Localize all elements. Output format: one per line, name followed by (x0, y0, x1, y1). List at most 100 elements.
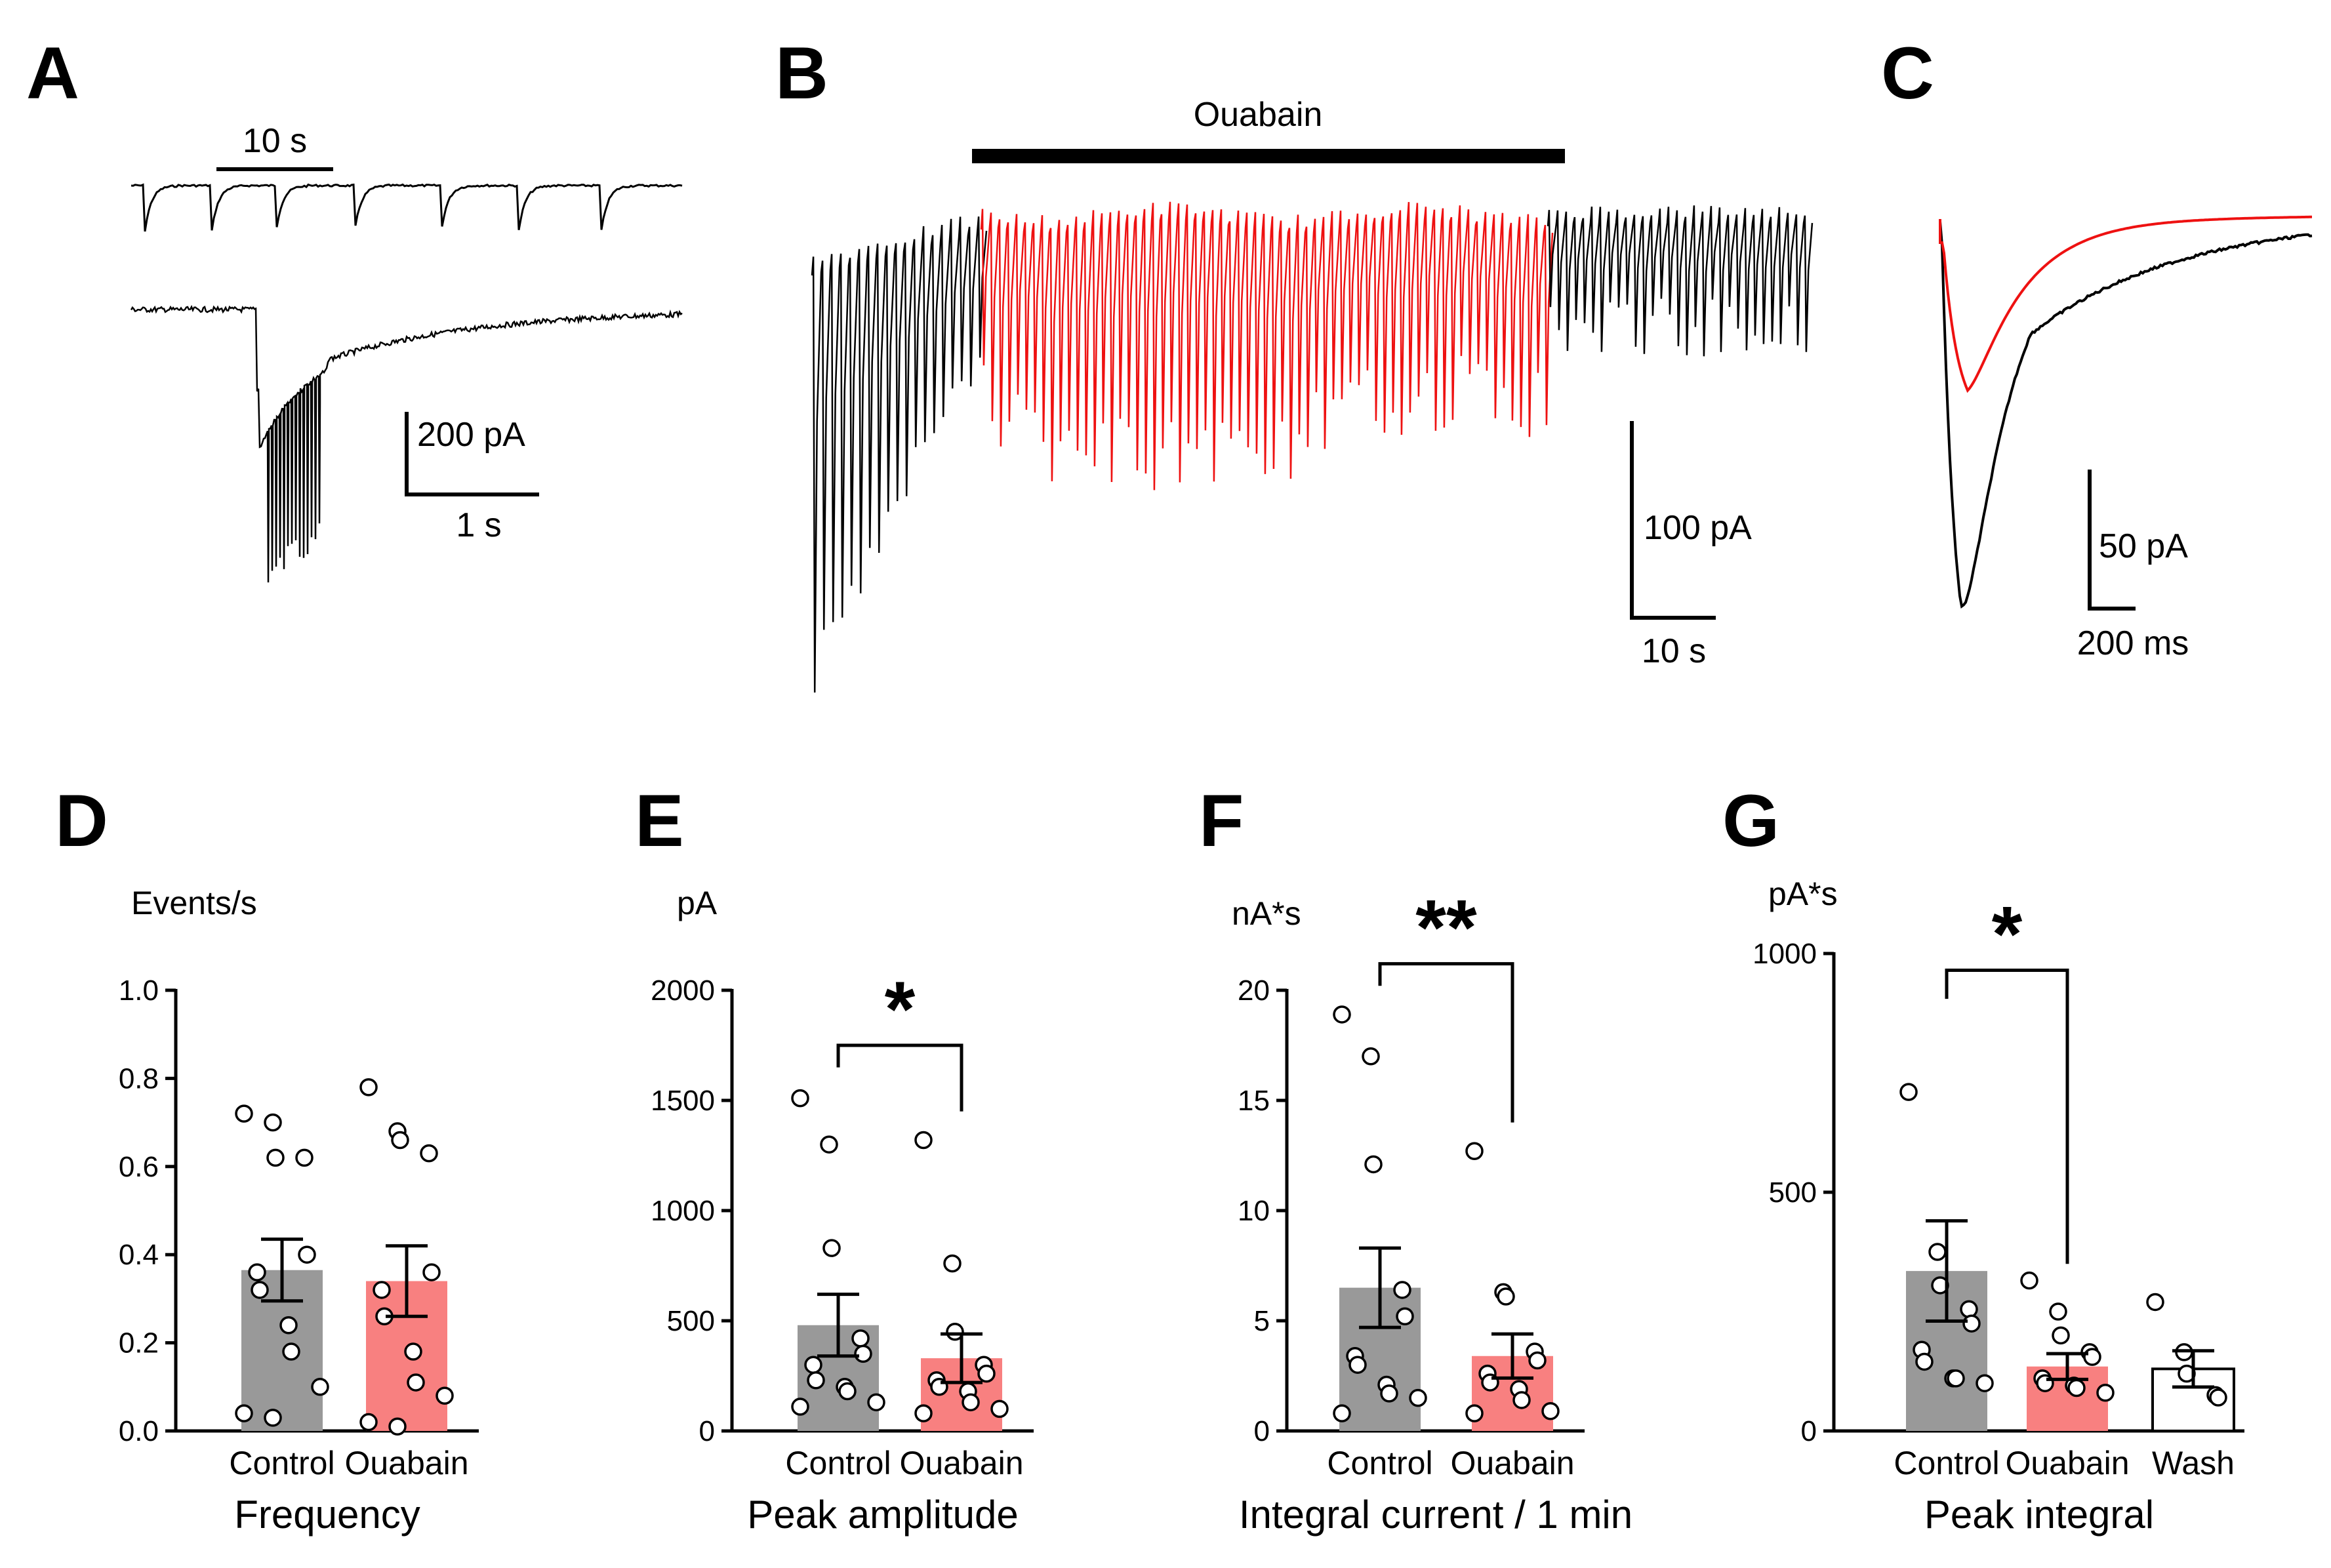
data-point (2049, 1302, 2067, 1321)
data-point (251, 1281, 269, 1299)
y-tick-label: 2000 (651, 975, 715, 1007)
significance-bracket (1378, 962, 1514, 1123)
significance-marker: ** (1415, 884, 1477, 972)
data-point (298, 1245, 316, 1264)
panel-label-c: C (1881, 32, 1934, 114)
chart-peak-amplitude: 0 500 1000 1500 2000 pA Control Ouabain Peak amp… (651, 885, 1034, 1537)
data-point (295, 1148, 314, 1167)
data-point (422, 1263, 441, 1281)
data-point (1465, 1142, 1484, 1161)
y-tick-label: 20 (1238, 975, 1270, 1007)
panel-label-e: E (635, 780, 684, 862)
chart-integral-current: 0 5 10 15 20 nA*s Control Ouabain Integral curre… (1232, 884, 1632, 1537)
data-point (420, 1144, 438, 1163)
significance-marker: * (1992, 890, 2023, 978)
y-tick-label: 0.0 (119, 1415, 159, 1447)
data-point (266, 1148, 285, 1167)
category-label-control: Control (1894, 1445, 1999, 1481)
data-point (977, 1364, 996, 1383)
data-point (2146, 1293, 2164, 1312)
panel-label-g: G (1722, 780, 1779, 862)
y-tick-label: 15 (1238, 1085, 1270, 1117)
data-point (2020, 1271, 2038, 1290)
data-point (1362, 1047, 1380, 1066)
data-point (946, 1323, 964, 1341)
panel-label-a: A (26, 32, 79, 114)
data-point (248, 1263, 266, 1281)
scalebar-c-amp-label: 50 pA (2099, 527, 2188, 565)
y-tick-label: 0.6 (119, 1151, 159, 1183)
data-point (279, 1316, 298, 1335)
data-point (914, 1404, 933, 1422)
y-tick-label: 0 (1801, 1415, 1817, 1447)
data-point (1393, 1281, 1411, 1299)
data-point (990, 1399, 1009, 1418)
category-label-ouabain: Ouabain (1450, 1445, 1574, 1481)
y-axis-label: nA*s (1232, 895, 1301, 932)
data-point (962, 1393, 980, 1412)
data-point (404, 1342, 422, 1361)
y-axis-label: pA*s (1768, 875, 1838, 912)
trace-a-expanded (130, 305, 683, 583)
panel-label-b: B (775, 32, 828, 114)
category-label-ouabain: Ouabain (899, 1445, 1023, 1481)
data-point (1364, 1155, 1383, 1174)
chart-frequency: 0.0 0.2 0.4 0.6 0.8 1.0 Events/s Control Ouabain… (119, 885, 479, 1537)
data-point (391, 1131, 409, 1150)
data-point (311, 1378, 329, 1396)
data-point (1541, 1402, 1560, 1420)
significance-bracket (836, 1043, 963, 1112)
data-point (2052, 1326, 2070, 1345)
data-point (851, 1329, 870, 1348)
y-tick-label: 500 (667, 1305, 715, 1337)
y-tick-label: 10 (1238, 1195, 1270, 1227)
data-point (1396, 1307, 1414, 1326)
scalebar-b-amp-label: 100 pA (1644, 509, 1752, 547)
data-point (1976, 1374, 1994, 1392)
panel-c-traces: 50 pA 200 ms (1939, 215, 2313, 662)
data-point (2209, 1388, 2227, 1407)
ouabain-bar-label: Ouabain (1194, 96, 1323, 134)
data-point (235, 1404, 253, 1422)
data-point (1409, 1388, 1427, 1407)
chart-title: Integral current / 1 min (1239, 1493, 1632, 1537)
y-tick-label: 5 (1254, 1305, 1270, 1337)
y-axis-label: Events/s (131, 885, 257, 921)
trace-b-control (811, 216, 988, 693)
data-point (1465, 1404, 1484, 1422)
panel-label-f: F (1199, 780, 1244, 862)
data-point (1348, 1356, 1367, 1374)
data-point (914, 1131, 933, 1150)
data-point (1512, 1391, 1531, 1409)
significance-marker: * (885, 965, 916, 1053)
panel-label-d: D (55, 780, 108, 862)
data-point (1497, 1287, 1515, 1306)
data-point (791, 1089, 809, 1108)
y-tick-label: 0 (1254, 1415, 1270, 1447)
y-tick-label: 1000 (651, 1195, 715, 1227)
data-point (820, 1135, 838, 1154)
scalebar-b-time-label: 10 s (1642, 632, 1706, 670)
data-point (1528, 1351, 1547, 1370)
chart-title: Frequency (234, 1493, 420, 1537)
scalebar-c (2088, 470, 2136, 611)
scalebar-a-10s-label: 10 s (243, 122, 307, 160)
y-tick-label: 0.2 (119, 1327, 159, 1359)
data-point (1380, 1384, 1398, 1403)
y-tick-label: 0.4 (119, 1239, 159, 1271)
y-tick-label: 1000 (1753, 938, 1817, 970)
data-point (2096, 1384, 2115, 1402)
category-label-ouabain: Ouabain (344, 1445, 468, 1481)
category-label-ouabain: Ouabain (2005, 1445, 2129, 1481)
data-point (838, 1382, 857, 1401)
panel-b-traces: Ouabain 100 pA 10 s (811, 96, 1814, 693)
y-tick-label: 0 (699, 1415, 715, 1447)
data-point (264, 1113, 282, 1132)
data-point (854, 1344, 872, 1363)
ouabain-application-bar (972, 149, 1565, 163)
trace-c-ouabain (1939, 215, 2312, 393)
data-point (1928, 1243, 1947, 1261)
category-label-control: Control (1327, 1445, 1432, 1481)
trace-b-ouabain (980, 201, 1554, 491)
